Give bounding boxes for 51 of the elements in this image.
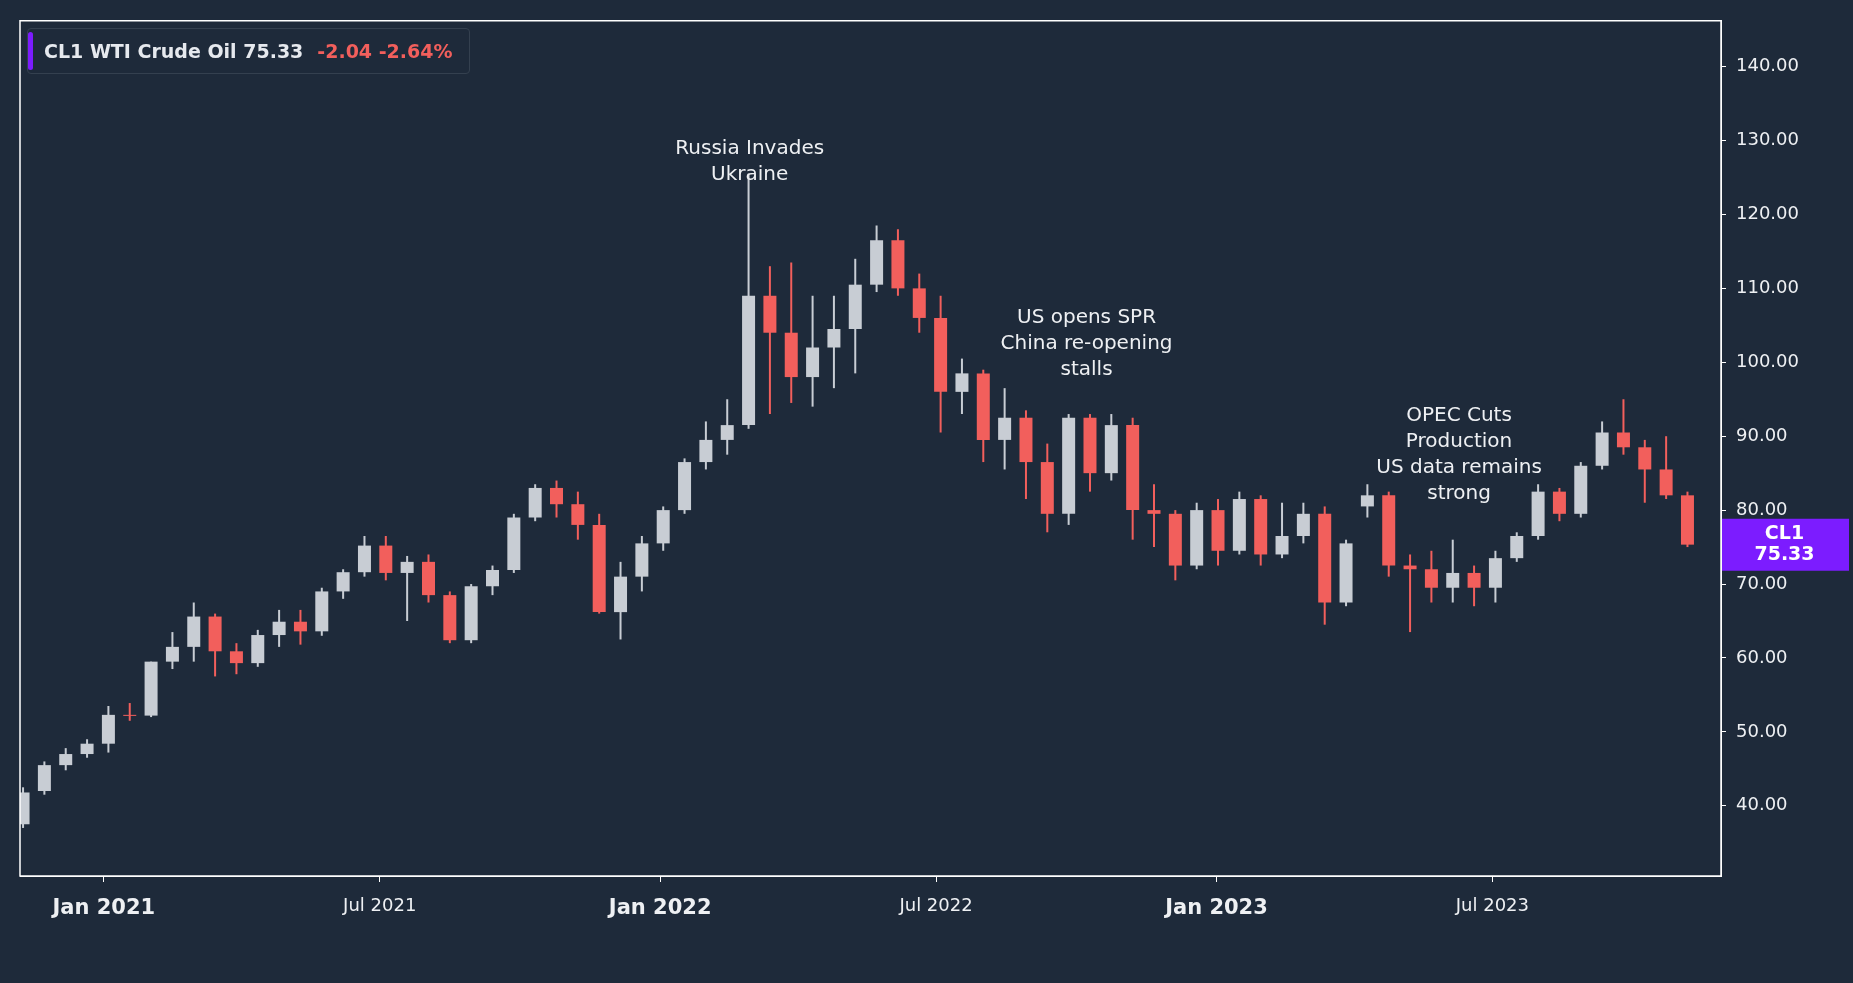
candlestick xyxy=(720,398,734,456)
text: CL1 WTI Crude Oil 75.33 xyxy=(44,40,304,62)
candlestick xyxy=(1616,398,1630,456)
y-tick-label: 40.00 xyxy=(1736,793,1788,815)
candlestick xyxy=(336,568,350,600)
candlestick xyxy=(1424,549,1438,604)
x-tick-label: Jan 2023 xyxy=(1163,895,1268,920)
candlestick xyxy=(272,608,286,648)
candlestick xyxy=(229,642,243,676)
y-tick-label: 110.00 xyxy=(1736,276,1799,298)
x-tick-label: Jan 2022 xyxy=(606,895,712,920)
candlestick xyxy=(1360,483,1374,519)
text: -2.04 -2.64% xyxy=(317,40,453,62)
annotation: Russia Invades Ukraine xyxy=(675,135,825,186)
candlestick xyxy=(1552,486,1566,523)
x-tick-label: Jul 2021 xyxy=(342,894,417,916)
candlestick xyxy=(486,564,499,597)
candlestick xyxy=(998,387,1012,471)
text: CL1 75.33 xyxy=(1754,521,1815,565)
candlestick xyxy=(550,479,564,519)
candlestick xyxy=(1510,531,1524,563)
candlestick xyxy=(1446,538,1460,604)
candlestick xyxy=(571,490,585,541)
y-tick-label: 90.00 xyxy=(1736,423,1788,445)
candlestick xyxy=(1296,501,1310,545)
candlestick xyxy=(1147,483,1161,549)
candlestick xyxy=(293,608,307,646)
annotation: OPEC Cuts Production US data remains strong xyxy=(1376,402,1542,505)
candlestick xyxy=(165,631,179,671)
candlestick xyxy=(1638,438,1652,504)
candlestick xyxy=(827,294,841,390)
y-tick-label: 70.00 xyxy=(1736,571,1788,593)
y-tick-label: 80.00 xyxy=(1736,497,1788,519)
y-tick-label: 130.00 xyxy=(1736,128,1799,150)
candlestick xyxy=(123,702,137,722)
candlestick xyxy=(955,357,969,416)
y-tick-label: 100.00 xyxy=(1736,349,1799,371)
x-tick-label: Jul 2022 xyxy=(898,894,973,916)
candlestick xyxy=(80,738,94,759)
y-tick-label: 140.00 xyxy=(1736,54,1799,76)
candlestick xyxy=(1275,501,1289,560)
candlestick xyxy=(400,554,414,622)
x-tick-label: Jul 2023 xyxy=(1454,894,1529,916)
candlestick xyxy=(59,747,73,772)
candlestick xyxy=(1467,564,1481,608)
y-tick-label: 50.00 xyxy=(1736,719,1788,741)
y-tick-label: 60.00 xyxy=(1736,645,1788,667)
y-tick-label: 120.00 xyxy=(1736,202,1799,224)
candlestick xyxy=(699,420,713,471)
x-tick-label: Jan 2021 xyxy=(50,895,156,920)
annotation: US opens SPR China re-opening stalls xyxy=(1000,304,1173,381)
